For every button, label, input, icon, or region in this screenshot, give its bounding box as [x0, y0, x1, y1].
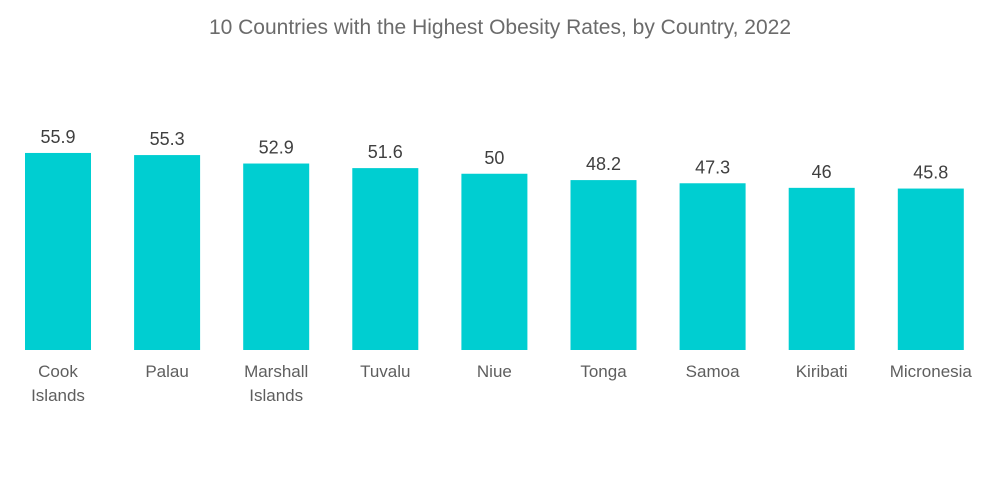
bar-1 — [134, 155, 201, 350]
bar-5 — [570, 180, 637, 350]
category-label-4: Niue — [477, 362, 512, 381]
bar-0 — [25, 152, 91, 350]
category-label-8: Micronesia — [890, 362, 973, 381]
category-label-1: Palau — [145, 362, 188, 381]
bar-7 — [788, 187, 855, 350]
data-label-7: 46 — [812, 162, 832, 182]
data-label-5: 48.2 — [586, 154, 621, 174]
category-label-0: Cook — [38, 362, 78, 381]
data-label-8: 45.8 — [913, 163, 948, 183]
category-label-7: Kiribati — [796, 362, 848, 381]
data-label-3: 51.6 — [368, 142, 403, 162]
category-label-2: Marshall — [244, 362, 308, 381]
category-label-5: Tonga — [580, 362, 627, 381]
bar-6 — [679, 183, 746, 350]
category-label-0-line2: Islands — [31, 386, 85, 405]
data-label-0: 55.9 — [40, 127, 75, 147]
bar-4 — [461, 173, 528, 350]
chart-title: 10 Countries with the Highest Obesity Ra… — [208, 16, 792, 39]
category-label-3: Tuvalu — [360, 362, 410, 381]
category-label-6: Samoa — [686, 362, 740, 381]
data-label-1: 55.3 — [150, 129, 185, 149]
data-label-6: 47.3 — [695, 157, 730, 177]
bar-3 — [352, 168, 419, 350]
bar-8 — [897, 188, 964, 350]
data-label-2: 52.9 — [259, 138, 294, 158]
bar-2 — [243, 163, 310, 350]
data-label-4: 50 — [484, 148, 504, 168]
category-label-2-line2: Islands — [249, 386, 303, 405]
